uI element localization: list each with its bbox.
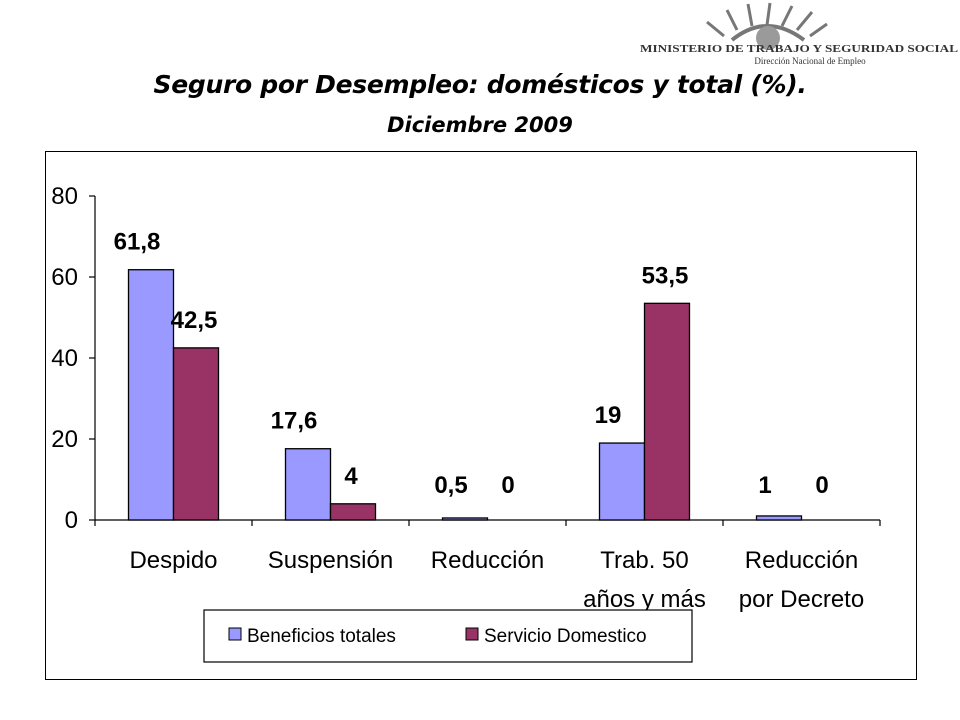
x-tick-label: Reducción: [745, 547, 858, 574]
y-tick-label: 60: [51, 264, 78, 291]
legend-swatch: [465, 627, 479, 641]
data-label: 19: [595, 402, 622, 429]
bar: [284, 448, 332, 521]
bar: [598, 442, 646, 521]
x-tick-label: Reducción: [431, 547, 544, 574]
chart-area: [45, 151, 917, 680]
ministry-logo: MINISTERIO DE TRABAJO Y SEGURIDAD SOCIAL…: [640, 2, 958, 66]
data-label: 17,6: [271, 408, 318, 435]
y-tick-label: 0: [65, 507, 78, 534]
legend-label: Beneficios totales: [247, 626, 396, 647]
legend-box: [203, 609, 693, 663]
y-tick-label: 80: [51, 183, 78, 210]
logo-line1: MINISTERIO DE TRABAJO Y SEGURIDAD SOCIAL: [640, 44, 958, 55]
bar: [643, 302, 691, 521]
data-label: 4: [344, 463, 358, 490]
sun-emblem-icon: [706, 2, 828, 50]
bar: [172, 347, 220, 521]
logo-line2: Dirección Nacional de Empleo: [754, 56, 866, 66]
data-label: 61,8: [114, 229, 161, 256]
x-tick-label: Trab. 50: [600, 547, 689, 574]
x-tick-label: Suspensión: [268, 547, 393, 574]
bar: [329, 503, 377, 521]
y-tick-label: 20: [51, 426, 78, 453]
data-label: 0: [501, 472, 514, 499]
x-tick-label: años y más: [583, 586, 706, 613]
x-tick-label: por Decreto: [739, 586, 864, 613]
legend-label: Servicio Domestico: [484, 626, 647, 647]
x-tick-label: Despido: [129, 547, 217, 574]
data-label: 0: [815, 472, 828, 499]
bar: [127, 269, 175, 521]
y-tick-label: 40: [51, 345, 78, 372]
legend-swatch: [228, 627, 242, 641]
data-label: 1: [758, 472, 771, 499]
data-label: 0,5: [434, 472, 467, 499]
data-label: 42,5: [171, 307, 218, 334]
bar: [755, 515, 803, 521]
chart-title: Seguro por Desempleo: domésticos y total…: [153, 70, 807, 99]
chart-subtitle: Diciembre 2009: [387, 113, 573, 137]
legend: Beneficios totales Servicio Domestico: [203, 609, 693, 663]
data-label: 53,5: [642, 262, 689, 289]
bar: [441, 517, 489, 521]
